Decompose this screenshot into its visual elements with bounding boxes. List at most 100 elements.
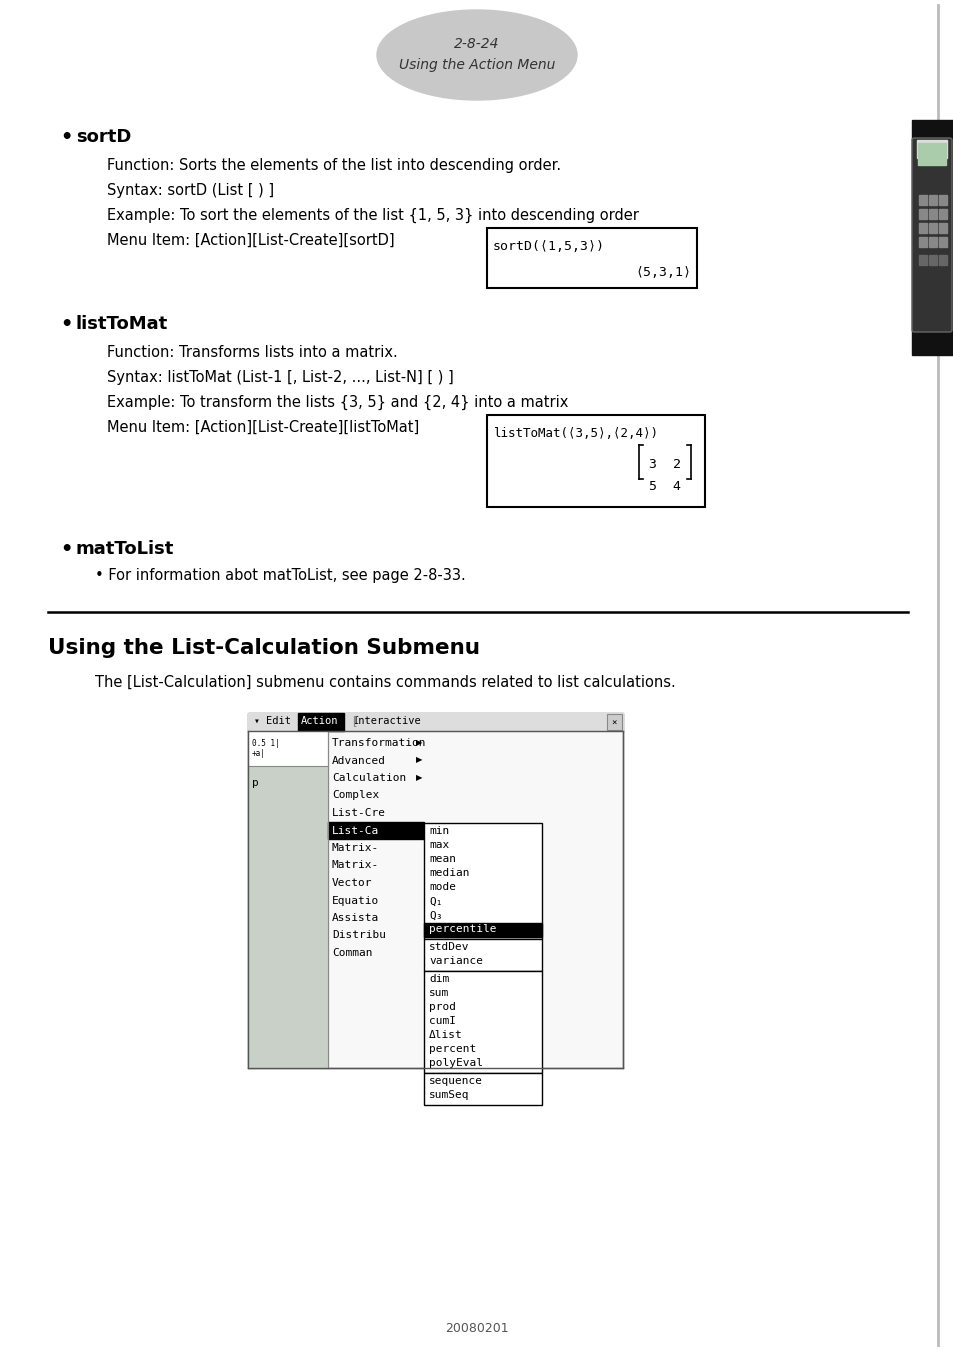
Text: listToMat(⟨3,5⟩,⟨2,4⟩): listToMat(⟨3,5⟩,⟨2,4⟩) [493, 427, 658, 440]
Text: 5  4: 5 4 [648, 481, 680, 493]
Text: Advanced: Advanced [332, 756, 386, 765]
Text: Transformation: Transformation [332, 738, 426, 748]
Text: •: • [60, 540, 72, 559]
Text: ⟨5,3,1⟩: ⟨5,3,1⟩ [635, 266, 690, 279]
Bar [248, 713, 622, 730]
Text: Function: Sorts the elements of the list into descending order.: Function: Sorts the elements of the list… [107, 158, 560, 173]
Bar [918, 194, 926, 205]
Bar [938, 255, 946, 265]
Text: Complex: Complex [332, 791, 379, 801]
Text: Example: To transform the lists {3, 5} and {2, 4} into a matrix: Example: To transform the lists {3, 5} a… [107, 396, 568, 410]
Text: 3  2: 3 2 [648, 458, 680, 471]
Text: polyEval: polyEval [429, 1058, 482, 1068]
Text: Matrix-: Matrix- [332, 842, 379, 853]
Bar [938, 194, 946, 205]
Bar [916, 140, 946, 158]
Bar [918, 255, 926, 265]
Bar [928, 223, 936, 234]
Text: sortD: sortD [76, 128, 132, 146]
Text: •: • [60, 128, 72, 147]
Bar [423, 938, 541, 971]
Text: sum: sum [429, 988, 449, 999]
Bar [928, 238, 936, 247]
Text: Calculation: Calculation [332, 774, 406, 783]
Text: Δlist: Δlist [429, 1030, 462, 1041]
Text: 0.5 1|: 0.5 1| [252, 738, 279, 748]
Text: List-Ca: List-Ca [332, 825, 379, 836]
Text: 2-8-24: 2-8-24 [454, 36, 499, 51]
Text: ▶: ▶ [416, 756, 422, 764]
Text: Q₁: Q₁ [429, 896, 442, 906]
Text: dim: dim [429, 975, 449, 984]
Text: Distribu: Distribu [332, 930, 386, 941]
Text: mean: mean [429, 855, 456, 864]
Bar [297, 713, 344, 730]
Text: max: max [429, 841, 449, 850]
Bar [928, 255, 936, 265]
Text: median: median [429, 868, 469, 879]
Bar [938, 238, 946, 247]
Text: [: [ [350, 716, 357, 728]
Text: Menu Item: [Action][List-Create][listToMat]: Menu Item: [Action][List-Create][listToM… [107, 420, 418, 435]
Text: ×: × [611, 718, 616, 728]
Text: The [List-Calculation] submenu contains commands related to list calculations.: The [List-Calculation] submenu contains … [95, 675, 675, 690]
Bar [486, 228, 697, 288]
Text: Interactive: Interactive [353, 716, 421, 726]
Text: Assista: Assista [332, 913, 379, 923]
Bar [918, 209, 926, 219]
Text: • For information abot matToList, see page 2-8-33.: • For information abot matToList, see pa… [95, 568, 465, 583]
FancyBboxPatch shape [911, 138, 951, 332]
Bar [248, 713, 622, 1068]
Text: Using the List-Calculation Submenu: Using the List-Calculation Submenu [48, 639, 479, 657]
Text: Q₃: Q₃ [429, 910, 442, 921]
Text: p: p [252, 778, 258, 788]
Text: Edit: Edit [266, 716, 291, 726]
Text: ▾: ▾ [253, 716, 259, 726]
Text: Action: Action [301, 716, 338, 726]
Text: ▶: ▶ [416, 738, 422, 747]
Bar [938, 223, 946, 234]
Text: percent: percent [429, 1045, 476, 1054]
Bar [423, 822, 541, 938]
Text: Syntax: listToMat (List-1 [, List-2, ..., List-N] [ ) ]: Syntax: listToMat (List-1 [, List-2, ...… [107, 370, 454, 385]
Bar [249, 730, 327, 765]
Bar [938, 209, 946, 219]
Text: mode: mode [429, 883, 456, 892]
Text: Example: To sort the elements of the list {1, 5, 3} into descending order: Example: To sort the elements of the lis… [107, 208, 639, 223]
Text: prod: prod [429, 1003, 456, 1012]
Text: Comman: Comman [332, 948, 372, 958]
Text: stdDev: stdDev [429, 942, 469, 953]
Text: +a|: +a| [252, 749, 266, 757]
Bar [423, 1072, 541, 1104]
Text: variance: variance [429, 957, 482, 967]
Text: List-Cre: List-Cre [332, 809, 386, 818]
Bar [918, 223, 926, 234]
Bar [423, 971, 541, 1072]
Bar [486, 414, 704, 508]
Text: sequence: sequence [429, 1076, 482, 1087]
Text: 20080201: 20080201 [445, 1322, 508, 1335]
Text: Vector: Vector [332, 878, 372, 888]
Bar [423, 922, 541, 937]
Text: ▶: ▶ [416, 774, 422, 782]
Bar [918, 238, 926, 247]
Bar [248, 730, 328, 1068]
Text: Menu Item: [Action][List-Create][sortD]: Menu Item: [Action][List-Create][sortD] [107, 234, 395, 248]
Text: matToList: matToList [76, 540, 174, 558]
Ellipse shape [376, 9, 577, 100]
Bar [328, 822, 423, 838]
Text: sortD(⟨1,5,3⟩): sortD(⟨1,5,3⟩) [493, 240, 604, 252]
Text: Using the Action Menu: Using the Action Menu [398, 58, 555, 72]
Bar [928, 194, 936, 205]
Bar [928, 209, 936, 219]
Text: Matrix-: Matrix- [332, 860, 379, 871]
Text: listToMat: listToMat [76, 315, 168, 333]
Text: sumSeq: sumSeq [429, 1091, 469, 1100]
Text: Function: Transforms lists into a matrix.: Function: Transforms lists into a matrix… [107, 346, 397, 360]
Bar [917, 143, 945, 165]
Text: percentile: percentile [429, 925, 496, 934]
Text: Equatio: Equatio [332, 895, 379, 906]
Text: •: • [60, 315, 72, 333]
Text: min: min [429, 826, 449, 837]
Bar [911, 120, 953, 355]
